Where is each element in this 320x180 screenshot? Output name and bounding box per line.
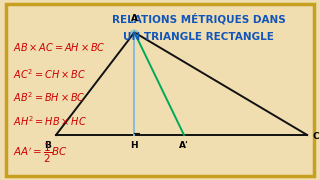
Text: A': A' [179, 141, 189, 150]
Text: C: C [313, 132, 320, 141]
Text: $AB \times AC = AH \times BC$: $AB \times AC = AH \times BC$ [13, 41, 106, 53]
Text: UN TRIANGLE RECTANGLE: UN TRIANGLE RECTANGLE [123, 32, 274, 42]
Text: RELATIONS MÉTRIQUES DANS: RELATIONS MÉTRIQUES DANS [112, 13, 285, 24]
Text: $AA' = \dfrac{1}{2}BC$: $AA' = \dfrac{1}{2}BC$ [13, 141, 68, 165]
Text: A: A [131, 14, 138, 23]
Text: $AB^2 = BH \times BC$: $AB^2 = BH \times BC$ [13, 90, 85, 104]
Text: $AH^2 = HB \times HC$: $AH^2 = HB \times HC$ [13, 114, 87, 127]
Text: H: H [131, 141, 138, 150]
Text: B: B [44, 141, 52, 150]
Text: $AC^2 = CH \times BC$: $AC^2 = CH \times BC$ [13, 67, 86, 81]
